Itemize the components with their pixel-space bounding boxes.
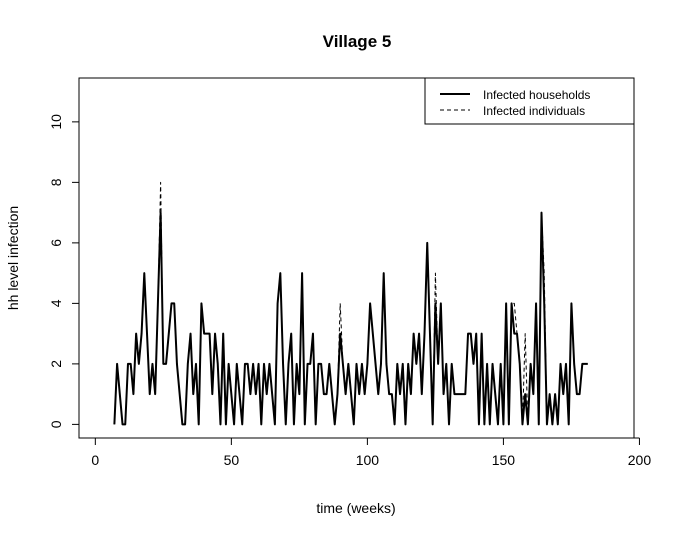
x-tick-label: 150 xyxy=(492,452,516,468)
chart-title: Village 5 xyxy=(323,32,392,51)
y-tick-label: 10 xyxy=(48,114,64,130)
series-layer xyxy=(113,181,588,426)
legend-box xyxy=(424,77,635,125)
legend-label-households: Infected households xyxy=(483,88,590,102)
y-tick-label: 4 xyxy=(48,299,64,307)
legend-label-individuals: Infected individuals xyxy=(483,104,585,118)
x-tick-label: 200 xyxy=(628,452,652,468)
y-tick-label: 2 xyxy=(48,360,64,368)
x-tick-label: 0 xyxy=(91,452,99,468)
legend: Infected households Infected individuals xyxy=(424,77,635,125)
x-tick-label: 100 xyxy=(356,452,380,468)
y-tick-label: 8 xyxy=(48,178,64,186)
x-axis: 0 50 100 150 200 xyxy=(91,437,652,468)
y-tick-label: 6 xyxy=(48,239,64,247)
x-axis-title: time (weeks) xyxy=(316,500,395,516)
x-tick-label: 50 xyxy=(224,452,240,468)
y-axis-title: hh level infection xyxy=(5,206,21,310)
y-tick-label: 0 xyxy=(48,420,64,428)
y-axis: 0 2 4 6 8 10 xyxy=(48,114,80,428)
series-line-infected-households xyxy=(113,211,588,426)
